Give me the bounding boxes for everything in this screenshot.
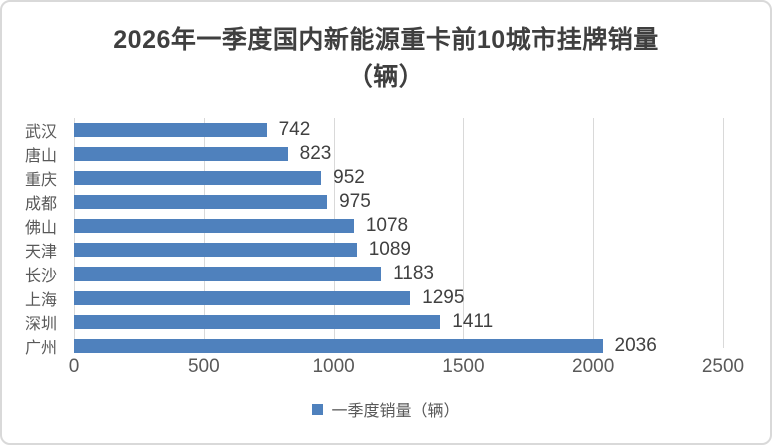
gridline (723, 118, 724, 348)
bar-row: 武汉 742 (14, 118, 723, 142)
value-label: 975 (339, 191, 371, 212)
category-label: 广州 (24, 340, 57, 357)
bar-row: 天津 1089 (14, 238, 723, 262)
gridline (74, 118, 75, 348)
legend-swatch-icon (312, 403, 324, 415)
bar-track: 975 (74, 190, 723, 214)
bar (74, 123, 267, 137)
bar (74, 339, 603, 353)
bar-track: 823 (74, 142, 723, 166)
value-label: 952 (333, 167, 365, 188)
bar (74, 171, 322, 185)
x-tick-label: 2000 (572, 356, 615, 377)
bar-rows: 武汉 742 唐山 823 重庆 952 成都 975 佛山 1078 天津 1089 长沙 1183 上海… (14, 118, 723, 357)
bar (74, 195, 328, 209)
gridline (203, 118, 205, 348)
category-label: 上海 (24, 292, 57, 309)
bar-row: 广州 2036 (14, 334, 723, 358)
value-label: 742 (278, 119, 311, 140)
bar-track: 952 (74, 166, 723, 190)
gridline (463, 118, 465, 348)
bar (74, 315, 441, 329)
bar-track: 1183 (74, 262, 723, 286)
bar (74, 291, 411, 305)
bar-row: 上海 1295 (14, 286, 723, 310)
category-label: 长沙 (24, 268, 57, 285)
bar-row: 佛山 1078 (14, 214, 723, 238)
category-label: 武汉 (24, 124, 57, 141)
plot-area: 武汉 742 唐山 823 重庆 952 成都 975 佛山 1078 天津 1089 长沙 1183 上海… (14, 118, 724, 357)
x-axis: 0 500 1000 1500 2000 2500 (69, 356, 744, 378)
bar-row: 深圳 1411 (14, 310, 723, 334)
legend-label: 一季度销量（辆） (331, 403, 460, 420)
bar-row: 成都 975 (14, 190, 723, 214)
chart-title: 2026年一季度国内新能源重卡前10城市挂牌销量 （辆） (2, 22, 770, 96)
gridline (333, 118, 335, 348)
category-label: 天津 (24, 244, 57, 261)
x-tick-label: 2500 (701, 356, 745, 377)
category-label: 唐山 (24, 148, 57, 165)
value-label: 1078 (365, 215, 409, 236)
bar-track: 1411 (74, 310, 723, 334)
legend: 一季度销量（辆） (2, 397, 770, 421)
bar-track: 742 (74, 118, 723, 142)
gridline (593, 118, 595, 348)
gridlines (74, 118, 724, 348)
bar-row: 重庆 952 (14, 166, 723, 190)
value-label: 1411 (452, 311, 494, 332)
bar-track: 1295 (74, 286, 723, 310)
value-label: 2036 (614, 335, 657, 356)
value-label: 1089 (368, 239, 411, 260)
x-tick-label: 1500 (442, 356, 485, 377)
x-tick-label: 500 (187, 356, 220, 377)
value-label: 1295 (422, 287, 465, 308)
bar-track: 1078 (74, 214, 723, 238)
chart-title-line1: 2026年一季度国内新能源重卡前10城市挂牌销量 (113, 26, 659, 54)
x-tick-label: 0 (68, 356, 80, 377)
category-label: 成都 (24, 196, 57, 213)
chart-title-line2: （辆） (347, 63, 425, 91)
x-tick-label: 1000 (312, 356, 355, 377)
bar (74, 267, 382, 281)
bar-track: 2036 (74, 334, 723, 358)
value-label: 1183 (393, 263, 434, 284)
bar-row: 唐山 823 (14, 142, 723, 166)
category-label: 深圳 (24, 316, 57, 333)
category-label: 佛山 (24, 220, 57, 237)
bar (74, 147, 288, 161)
bar (74, 219, 354, 233)
category-label: 重庆 (24, 172, 57, 189)
bar-track: 1089 (74, 238, 723, 262)
bar-row: 长沙 1183 (14, 262, 723, 286)
value-label: 823 (299, 143, 332, 164)
bar (74, 243, 357, 257)
